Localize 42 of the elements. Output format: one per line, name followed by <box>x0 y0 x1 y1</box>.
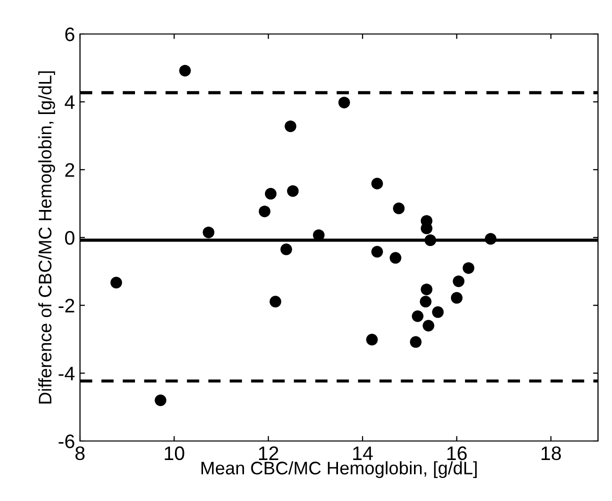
point <box>110 276 122 288</box>
point <box>264 188 277 200</box>
point <box>432 306 444 318</box>
point <box>392 202 405 214</box>
point <box>179 64 191 76</box>
x-tick-label: 10 <box>164 446 184 460</box>
point <box>280 244 292 256</box>
point <box>410 336 422 348</box>
point <box>390 252 402 264</box>
point <box>154 394 166 406</box>
point <box>420 284 432 296</box>
point <box>202 226 214 238</box>
y-tick-label: 2 <box>65 163 74 177</box>
point <box>287 185 299 197</box>
point <box>366 334 378 346</box>
point <box>420 296 432 308</box>
y-tick-label: 4 <box>64 96 75 109</box>
point <box>338 96 350 108</box>
point <box>462 262 474 274</box>
x-tick-label: 14 <box>353 446 373 460</box>
point <box>284 120 296 132</box>
point <box>412 310 424 322</box>
y-tick-label: 0 <box>65 230 74 245</box>
y-tick-label: -6 <box>58 434 74 448</box>
y-axis-title: Difference of CBC/MC Hemoglobin, [g/dL] <box>38 71 56 404</box>
x-tick-label: 12 <box>259 446 278 460</box>
point <box>371 178 383 190</box>
point <box>452 275 464 288</box>
y-tick-label: 6 <box>65 27 74 42</box>
x-tick-label: 8 <box>75 446 85 460</box>
x-tick-label: 16 <box>447 446 467 460</box>
point <box>484 233 496 245</box>
x-axis-title: Mean CBC/MC Hemoglobin, [g/dL] <box>202 461 477 478</box>
point <box>258 206 270 218</box>
point <box>450 292 463 304</box>
point <box>422 320 434 332</box>
y-tick-label: -2 <box>58 298 74 312</box>
point <box>424 234 436 246</box>
y-tick-label: -4 <box>58 366 75 380</box>
point <box>270 296 282 308</box>
point <box>371 246 383 258</box>
x-tick-label: 18 <box>542 446 561 460</box>
